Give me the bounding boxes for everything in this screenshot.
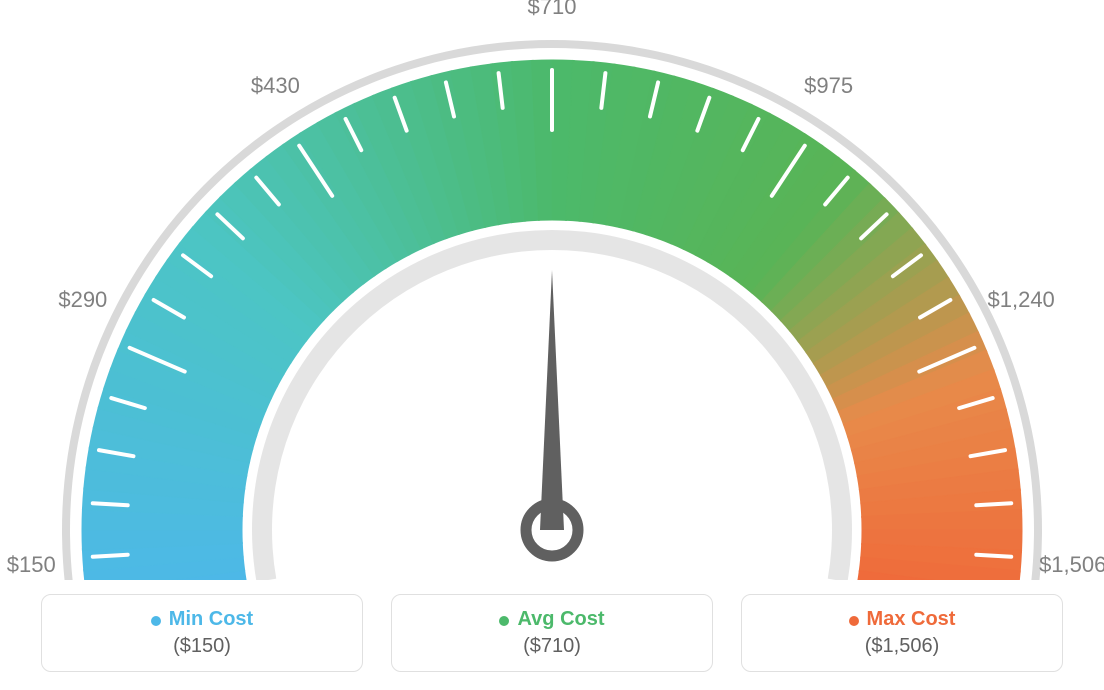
legend-value: ($710): [392, 635, 712, 658]
legend-box: Avg Cost ($710): [391, 594, 713, 672]
legend-label-row: Min Cost: [42, 608, 362, 631]
chart-container: $150 $290 $430 $710 $975 $1,240 $1,506 Min Cos…: [0, 0, 1104, 690]
tick-mark: [976, 503, 1011, 505]
legend-dot: [849, 616, 859, 626]
legend-label-row: Max Cost: [742, 608, 1062, 631]
legend-box: Max Cost ($1,506): [741, 594, 1063, 672]
gauge-tick-label: $430: [235, 73, 315, 99]
legend-label: Min Cost: [169, 608, 253, 630]
tick-mark: [976, 555, 1011, 557]
gauge-chart: [0, 0, 1104, 580]
legend-box: Min Cost ($150): [41, 594, 363, 672]
tick-mark: [93, 503, 128, 505]
legend-dot: [151, 616, 161, 626]
legend-row: Min Cost ($150) Avg Cost ($710) Max Cost ($1,…: [0, 594, 1104, 672]
gauge-needle: [540, 270, 564, 530]
gauge-tick-label: $290: [43, 287, 123, 313]
legend-label-row: Avg Cost: [392, 608, 712, 631]
legend-label: Max Cost: [867, 608, 956, 630]
legend-value: ($1,506): [742, 635, 1062, 658]
gauge-tick-label: $1,506: [1033, 552, 1104, 578]
legend-dot: [499, 616, 509, 626]
gauge-tick-label: $150: [0, 552, 71, 578]
gauge-tick-label: $975: [789, 73, 869, 99]
legend-label: Avg Cost: [517, 608, 604, 630]
tick-mark: [93, 555, 128, 557]
gauge-tick-label: $710: [512, 0, 592, 20]
legend-value: ($150): [42, 635, 362, 658]
gauge-tick-label: $1,240: [981, 287, 1061, 313]
